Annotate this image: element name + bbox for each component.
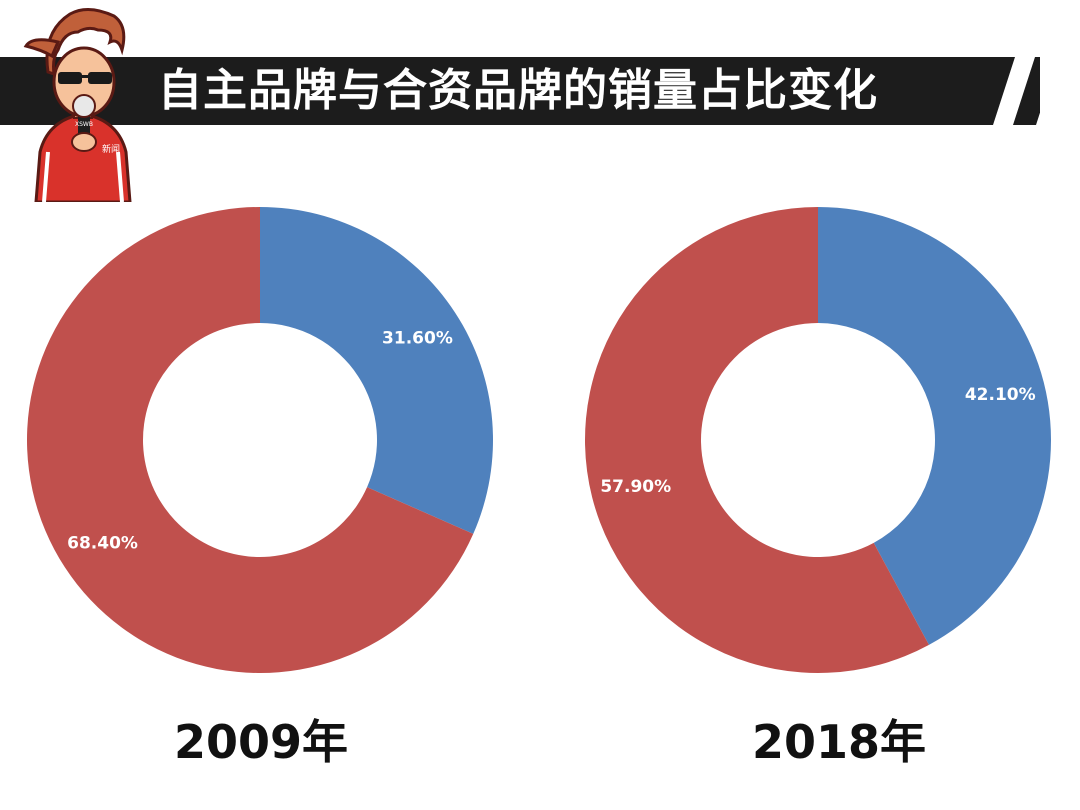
slice-data-label: 31.60% — [382, 328, 453, 348]
chart-title-2018: 2018年 — [751, 715, 927, 769]
slice-data-label: 42.10% — [965, 385, 1036, 405]
mascot-shirt-text: 新闻 — [102, 143, 120, 155]
mascot-hand — [71, 132, 97, 152]
mascot-sunglasses-left — [58, 72, 82, 84]
donut-slice — [260, 207, 493, 534]
title-bar-background — [0, 57, 1040, 125]
mascot-stripe — [42, 151, 124, 202]
chart-title-2009: 2009年 — [173, 715, 349, 769]
donut-slice — [585, 207, 929, 673]
mascot-mic-text: XSWB — [75, 121, 93, 128]
title-bar-slash — [1013, 57, 1040, 125]
mascot-mic-head — [72, 94, 96, 118]
title-bar: 自主品牌与合资品牌的销量占比变化 — [0, 57, 1040, 125]
reporter-mascot-icon: 新闻 XSWB — [23, 8, 132, 202]
donut-slice — [818, 207, 1051, 645]
donut-chart-2009: 31.60% 68.40% — [26, 207, 493, 673]
mascot-sunglasses-right — [88, 72, 112, 84]
mascot-hair — [45, 8, 126, 77]
page-title: 自主品牌与合资品牌的销量占比变化 — [158, 65, 878, 116]
slice-data-label: 57.90% — [600, 477, 671, 497]
title-bar-band — [0, 57, 1015, 125]
donut-slice — [26, 207, 474, 673]
mascot-hair-tuft — [23, 38, 61, 59]
slice-data-label: 68.40% — [67, 534, 138, 554]
donut-chart-2018: 42.10% 57.90% — [585, 207, 1051, 673]
mascot-sunglasses-bridge — [80, 75, 90, 78]
